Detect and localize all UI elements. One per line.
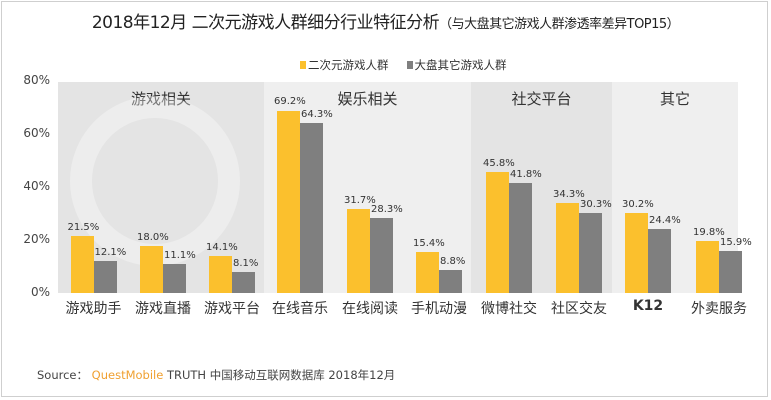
data-label: 15.4% [413, 238, 445, 250]
data-label: 34.3% [553, 188, 585, 200]
x-axis-label: 手机动漫 [411, 301, 467, 317]
legend-item-series-2: 大盘其它游戏人群 [406, 57, 507, 73]
section-label: 娱乐相关 [337, 90, 398, 108]
data-label: 69.2% [274, 96, 306, 108]
legend-swatch-gray-icon [406, 61, 413, 69]
y-tick-20: 20% [23, 232, 50, 246]
data-label: 21.5% [67, 222, 100, 234]
data-label: 19.8% [693, 226, 725, 238]
source-detail: TRUTH 中国移动互联网数据库 2018年12月 [163, 368, 396, 382]
bar-acg-1 [140, 245, 163, 293]
x-axis-label: 游戏助手 [65, 301, 122, 317]
source-note: Source： QuestMobile TRUTH 中国移动互联网数据库 201… [37, 367, 395, 383]
bar-other-7 [579, 213, 602, 293]
bar-acg-5 [416, 252, 439, 293]
data-label: 18.0% [137, 231, 169, 243]
bar-acg-3 [277, 110, 300, 293]
bar-acg-4 [347, 209, 370, 293]
x-axis-label: K12 [632, 298, 664, 314]
bar-other-6 [509, 182, 532, 293]
x-axis-label: 在线阅读 [342, 301, 398, 317]
y-tick-60: 60% [23, 126, 50, 140]
bar-other-3 [300, 123, 323, 293]
source-prefix: Source： [37, 368, 88, 382]
title-main: 2018年12月 二次元游戏人群细分行业特征分析 [91, 13, 440, 33]
x-axis-label: 游戏平台 [204, 301, 260, 317]
title-subtitle: （与大盘其它游戏人群渗透率差异TOP15） [439, 17, 680, 32]
x-axis-label: 在线音乐 [272, 301, 328, 317]
legend-label: 大盘其它游戏人群 [414, 58, 507, 72]
data-label: 45.8% [483, 158, 515, 170]
data-label: 15.9% [720, 237, 752, 249]
bar-other-5 [439, 269, 462, 293]
data-label: 11.1% [164, 249, 196, 261]
bar-acg-9 [696, 240, 719, 293]
bar-other-9 [719, 251, 742, 293]
source-brand: QuestMobile [91, 368, 164, 382]
plot-area: 游戏相关 娱乐相关 社交平台 其它 21.5% 12.1% 18.0% 11.1% 14… [58, 82, 752, 293]
chart-title: 2018年12月 二次元游戏人群细分行业特征分析（与大盘其它游戏人群渗透率差异T… [0, 8, 771, 33]
bar-acg-0 [70, 236, 94, 293]
y-tick-40: 40% [23, 179, 50, 193]
bar-other-0 [93, 261, 117, 293]
x-axis-label: 社区交友 [551, 301, 607, 317]
data-label: 24.4% [649, 214, 681, 226]
data-label: 41.8% [510, 168, 542, 180]
legend-label: 二次元游戏人群 [308, 58, 389, 72]
bar-other-8 [648, 228, 671, 293]
bar-other-1 [163, 263, 186, 293]
legend-swatch-yellow-icon [300, 61, 306, 69]
x-axis-label: 微博社交 [481, 301, 537, 317]
data-label: 30.2% [622, 199, 654, 211]
data-label: 31.7% [344, 195, 376, 207]
bar-acg-6 [486, 172, 509, 293]
data-label: 28.3% [371, 204, 403, 216]
data-label: 8.8% [440, 255, 466, 267]
legend: 二次元游戏人群 大盘其它游戏人群 [300, 57, 507, 73]
section-label: 社交平台 [511, 90, 572, 108]
x-axis-label: 游戏直播 [135, 301, 191, 317]
data-label: 8.1% [233, 257, 259, 269]
bar-other-4 [370, 218, 393, 293]
data-label: 64.3% [301, 109, 333, 121]
x-axis-label: 外卖服务 [691, 301, 747, 317]
bar-acg-8 [625, 213, 648, 293]
y-tick-0: 0% [30, 285, 50, 299]
y-tick-80: 80% [23, 73, 50, 87]
bar-other-2 [232, 271, 255, 293]
bar-acg-2 [209, 255, 232, 293]
data-label: 14.1% [206, 241, 238, 253]
legend-item-series-1: 二次元游戏人群 [300, 57, 389, 73]
data-label: 12.1% [94, 247, 127, 259]
section-label: 其它 [659, 90, 690, 108]
bar-acg-7 [556, 202, 579, 293]
data-label: 30.3% [580, 199, 612, 211]
